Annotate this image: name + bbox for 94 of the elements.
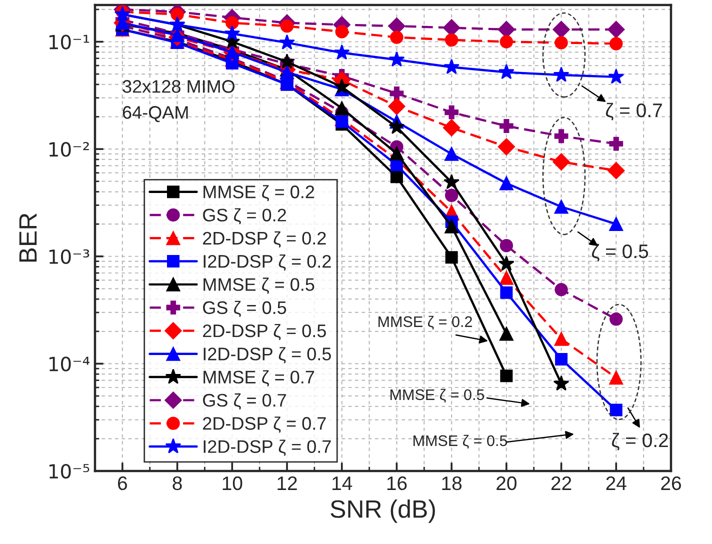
annotation: MMSE ζ = 0.5	[414, 434, 508, 449]
point	[335, 25, 348, 38]
annotation: 64-QAM	[122, 106, 188, 122]
legend-label: MMSE ζ = 0.5	[204, 278, 314, 294]
point	[554, 332, 568, 346]
point	[552, 20, 570, 38]
point	[554, 200, 568, 214]
y-tick-label: 10⁻¹	[49, 34, 90, 50]
x-axis-title: SNR (dB)	[330, 500, 435, 523]
point	[498, 64, 514, 80]
point	[444, 220, 459, 234]
point	[500, 286, 513, 299]
x-tick-label: 16	[387, 476, 407, 490]
point	[608, 162, 625, 180]
point	[553, 66, 570, 82]
point	[610, 312, 623, 326]
point	[390, 30, 404, 44]
x-tick-label: 14	[332, 476, 352, 490]
point	[444, 188, 458, 202]
x-tick-label: 18	[442, 476, 462, 490]
legend-label: 2D-DSP ζ = 0.5	[203, 324, 326, 340]
point	[390, 170, 403, 184]
point	[224, 25, 240, 41]
x-tick-label: 22	[551, 476, 572, 490]
point	[334, 44, 350, 60]
point	[500, 35, 514, 48]
point	[334, 78, 350, 94]
point	[608, 68, 624, 84]
point	[552, 153, 570, 170]
x-tick-label: 6	[118, 476, 127, 490]
point	[444, 174, 460, 190]
x-tick-label: 10	[222, 476, 242, 490]
legend-label: GS ζ = 0.5	[203, 300, 286, 318]
legend-label: 2D-DSP ζ = 0.2	[203, 231, 326, 248]
annotation: MMSE ζ = 0.2	[378, 316, 472, 330]
legend-label: I2D-DSP ζ = 0.7	[204, 440, 331, 456]
legend-label: GS ζ = 0.7	[203, 393, 286, 410]
point	[388, 98, 406, 115]
x-tick-label: 12	[278, 476, 297, 490]
point	[555, 352, 568, 366]
legend-label: I2D-DSP ζ = 0.2	[204, 254, 331, 271]
point	[610, 37, 623, 50]
x-tick-label: 20	[496, 476, 516, 490]
point	[554, 36, 568, 50]
y-tick-label: 10⁻³	[49, 249, 90, 264]
point	[444, 105, 459, 120]
point	[443, 119, 460, 136]
point	[609, 136, 624, 151]
point	[610, 404, 622, 416]
point	[608, 20, 625, 38]
point	[553, 375, 570, 391]
point	[500, 370, 513, 382]
legend-label: GS ζ = 0.2	[203, 208, 286, 224]
point	[444, 147, 459, 161]
point	[279, 53, 295, 69]
point	[279, 34, 295, 50]
point	[498, 256, 514, 271]
point	[498, 138, 515, 156]
point	[499, 326, 514, 341]
annotation: ζ = 0.2	[612, 432, 668, 450]
point	[499, 176, 514, 190]
annotation: MMSE ζ = 0.5	[390, 388, 484, 403]
y-tick-label: 10⁻⁵	[49, 464, 90, 479]
point	[390, 86, 404, 100]
legend-label: I2D-DSP ζ = 0.5	[204, 347, 331, 364]
point	[500, 239, 514, 252]
x-tick-label: 26	[661, 476, 681, 490]
x-tick-label: 24	[606, 476, 626, 490]
y-axis-title: BER	[19, 213, 37, 262]
point	[609, 217, 624, 232]
point	[280, 19, 294, 33]
point	[554, 283, 568, 296]
point	[280, 65, 294, 80]
x-tick-label: 8	[172, 476, 182, 490]
legend-label: MMSE ζ = 0.7	[204, 370, 314, 386]
y-tick-label: 10⁻⁴	[49, 356, 90, 372]
point	[444, 58, 460, 74]
point	[609, 370, 624, 385]
annotation: 32x128 MIMO	[122, 80, 235, 93]
point	[390, 146, 404, 160]
point	[388, 118, 405, 134]
legend-label: 2D-DSP ζ = 0.7	[203, 416, 326, 433]
point	[444, 33, 458, 47]
point	[499, 270, 514, 285]
point	[336, 115, 348, 128]
legend-label: MMSE ζ = 0.2	[204, 185, 314, 202]
point	[445, 251, 458, 264]
point	[334, 101, 349, 116]
point	[554, 129, 568, 144]
point	[499, 119, 514, 133]
point	[388, 51, 405, 67]
point	[226, 16, 239, 30]
annotation: ζ = 0.7	[606, 102, 662, 120]
y-tick-label: 10⁻²	[49, 142, 89, 157]
